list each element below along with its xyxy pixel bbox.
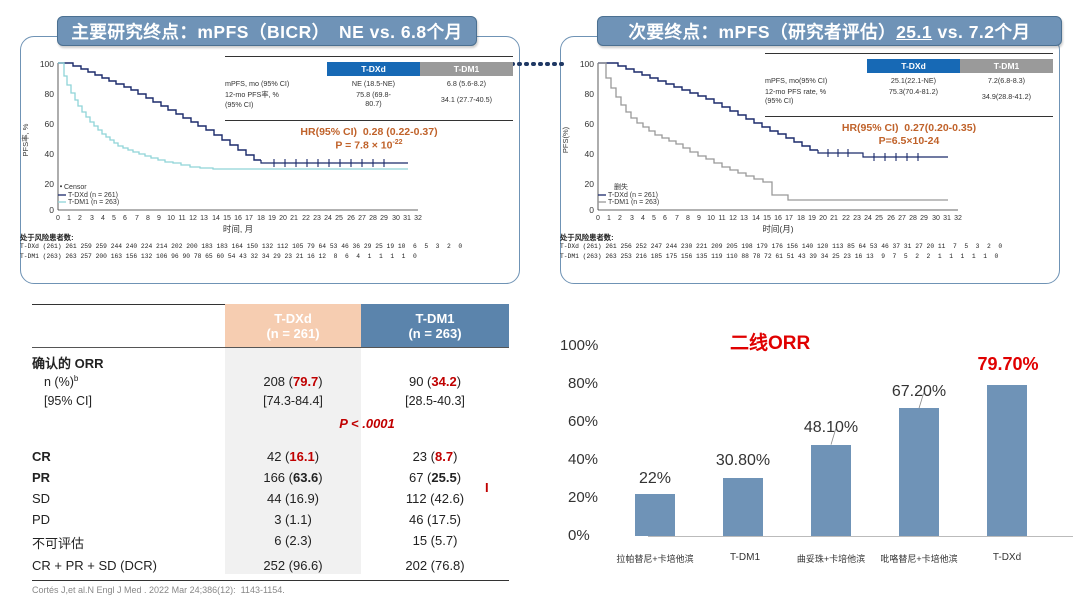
- svg-text:15: 15: [223, 215, 231, 222]
- svg-text:100: 100: [40, 60, 54, 69]
- svg-text:7: 7: [135, 215, 139, 222]
- svg-text:17: 17: [245, 215, 253, 222]
- svg-text:32: 32: [954, 215, 962, 222]
- svg-text:PFS率, %: PFS率, %: [20, 123, 30, 156]
- svg-text:80: 80: [585, 89, 595, 99]
- svg-text:25: 25: [875, 215, 883, 222]
- svg-text:18: 18: [797, 215, 805, 222]
- svg-text:20: 20: [45, 179, 55, 189]
- svg-text:0: 0: [56, 215, 60, 222]
- svg-text:5: 5: [112, 215, 116, 222]
- svg-text:2: 2: [78, 215, 82, 222]
- svg-text:60: 60: [585, 119, 595, 129]
- svg-text:11: 11: [718, 215, 725, 222]
- svg-text:4: 4: [641, 215, 645, 222]
- svg-text:24: 24: [864, 215, 872, 222]
- svg-text:27: 27: [358, 215, 366, 222]
- svg-text:6: 6: [663, 215, 667, 222]
- svg-text:0: 0: [49, 205, 54, 215]
- svg-text:30: 30: [392, 215, 400, 222]
- svg-text:19: 19: [268, 215, 276, 222]
- svg-text:3: 3: [630, 215, 634, 222]
- svg-text:4: 4: [101, 215, 105, 222]
- svg-text:22: 22: [302, 215, 310, 222]
- svg-text:9: 9: [697, 215, 701, 222]
- svg-text:100: 100: [580, 60, 594, 69]
- svg-text:29: 29: [920, 215, 928, 222]
- svg-text:8: 8: [686, 215, 690, 222]
- svg-text:26: 26: [347, 215, 355, 222]
- svg-text:T-DM1 (n = 263): T-DM1 (n = 263): [68, 199, 119, 206]
- svg-text:12: 12: [729, 215, 737, 222]
- svg-text:Censor: Censor: [64, 184, 87, 191]
- svg-text:T-DM1 (n = 263): T-DM1 (n = 263): [608, 199, 659, 206]
- svg-text:25: 25: [335, 215, 343, 222]
- svg-text:32: 32: [414, 215, 422, 222]
- svg-text:23: 23: [853, 215, 861, 222]
- svg-text:20: 20: [585, 179, 595, 189]
- svg-text:7: 7: [675, 215, 679, 222]
- svg-text:14: 14: [752, 215, 760, 222]
- svg-text:3: 3: [90, 215, 94, 222]
- svg-text:23: 23: [313, 215, 321, 222]
- svg-text:11: 11: [178, 215, 185, 222]
- svg-text:14: 14: [212, 215, 220, 222]
- svg-text:22: 22: [842, 215, 850, 222]
- svg-text:删失: 删失: [614, 182, 628, 191]
- svg-text:15: 15: [763, 215, 771, 222]
- svg-text:12: 12: [189, 215, 197, 222]
- svg-text:27: 27: [898, 215, 906, 222]
- svg-text:28: 28: [369, 215, 377, 222]
- svg-text:30: 30: [932, 215, 940, 222]
- svg-text:6: 6: [123, 215, 127, 222]
- svg-text:9: 9: [157, 215, 161, 222]
- svg-text:31: 31: [943, 215, 951, 222]
- svg-text:T-DXd (n = 261): T-DXd (n = 261): [608, 192, 658, 199]
- svg-text:29: 29: [380, 215, 388, 222]
- svg-text:13: 13: [740, 215, 748, 222]
- svg-text:5: 5: [652, 215, 656, 222]
- svg-text:13: 13: [200, 215, 208, 222]
- svg-text:21: 21: [830, 215, 838, 222]
- svg-text:28: 28: [909, 215, 917, 222]
- svg-text:0: 0: [589, 205, 594, 215]
- svg-text:1: 1: [607, 215, 611, 222]
- svg-text:21: 21: [290, 215, 298, 222]
- svg-text:16: 16: [774, 215, 782, 222]
- svg-text:16: 16: [234, 215, 242, 222]
- svg-text:0: 0: [596, 215, 600, 222]
- svg-text:18: 18: [257, 215, 265, 222]
- svg-text:T-DXd (n = 261): T-DXd (n = 261): [68, 192, 118, 199]
- svg-text:10: 10: [167, 215, 175, 222]
- svg-text:19: 19: [808, 215, 816, 222]
- svg-text:8: 8: [146, 215, 150, 222]
- svg-text:26: 26: [887, 215, 895, 222]
- svg-text:20: 20: [279, 215, 287, 222]
- svg-text:PFS(%): PFS(%): [561, 126, 570, 153]
- svg-text:40: 40: [585, 149, 595, 159]
- svg-text:80: 80: [45, 89, 55, 99]
- svg-text:2: 2: [618, 215, 622, 222]
- svg-text:1: 1: [67, 215, 71, 222]
- svg-text:40: 40: [45, 149, 55, 159]
- svg-text:24: 24: [324, 215, 332, 222]
- svg-text:60: 60: [45, 119, 55, 129]
- svg-text:10: 10: [707, 215, 715, 222]
- svg-text:20: 20: [819, 215, 827, 222]
- svg-text:17: 17: [785, 215, 793, 222]
- svg-text:31: 31: [403, 215, 411, 222]
